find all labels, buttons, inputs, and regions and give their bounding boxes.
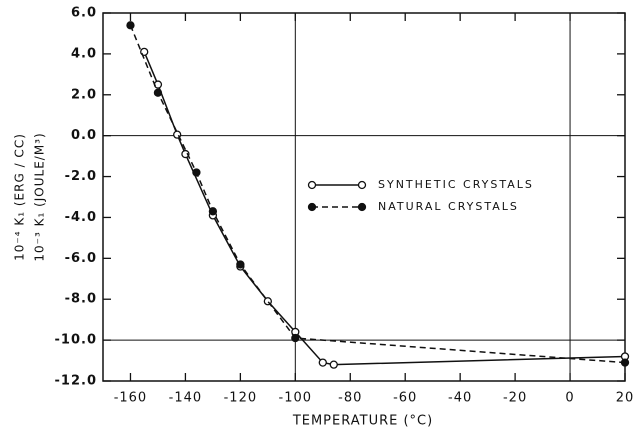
x-tick-label: -100 bbox=[279, 391, 313, 406]
data-point bbox=[291, 333, 300, 343]
legend-label: SYNTHETIC CRYSTALS bbox=[378, 178, 534, 191]
y-tick-label: 6.0 bbox=[71, 6, 97, 21]
data-point bbox=[126, 21, 135, 30]
data-point bbox=[236, 260, 245, 269]
y-tick-label: 0.0 bbox=[71, 128, 97, 143]
data-point bbox=[318, 358, 327, 367]
data-point bbox=[208, 207, 218, 216]
x-tick-label: -140 bbox=[169, 391, 203, 406]
data-point bbox=[329, 360, 338, 369]
legend-marker bbox=[307, 180, 317, 190]
x-tick-label: -40 bbox=[448, 391, 472, 406]
y-tick-label: -6.0 bbox=[65, 251, 97, 266]
y-tick-label: -8.0 bbox=[65, 292, 97, 307]
y-tick-label: -12.0 bbox=[55, 374, 97, 389]
legend-marker bbox=[307, 202, 317, 212]
data-point bbox=[192, 168, 201, 177]
legend-marker bbox=[357, 180, 367, 190]
series-line bbox=[129, 24, 626, 364]
data-point bbox=[153, 80, 163, 89]
x-tick-label: -20 bbox=[503, 391, 527, 406]
x-axis-label: TEMPERATURE (°C) bbox=[292, 414, 433, 429]
x-tick-label: -80 bbox=[338, 391, 362, 406]
x-tick-label: 0 bbox=[565, 391, 574, 406]
legend-label: NATURAL CRYSTALS bbox=[378, 200, 519, 213]
y-tick-label: 4.0 bbox=[71, 46, 97, 61]
data-point bbox=[620, 358, 630, 367]
legend-marker bbox=[357, 202, 367, 212]
y-tick-label: -4.0 bbox=[65, 210, 97, 225]
x-tick-label: -60 bbox=[393, 391, 417, 406]
data-point bbox=[153, 88, 163, 97]
x-tick-label: -160 bbox=[114, 391, 148, 406]
x-tick-label: -120 bbox=[224, 391, 258, 406]
x-tick-label: 20 bbox=[616, 391, 635, 406]
y-axis-label: 10⁻⁴ K₁ (ERG / CC) bbox=[13, 133, 27, 261]
plot-frame bbox=[102, 12, 626, 382]
data-point bbox=[181, 149, 190, 159]
y-tick-label: -2.0 bbox=[65, 169, 97, 184]
y-axis-label: 10⁻³ K₁ (JOULE/M³) bbox=[33, 132, 47, 261]
y-tick-label: -10.0 bbox=[55, 333, 97, 348]
y-tick-label: 2.0 bbox=[71, 87, 97, 102]
